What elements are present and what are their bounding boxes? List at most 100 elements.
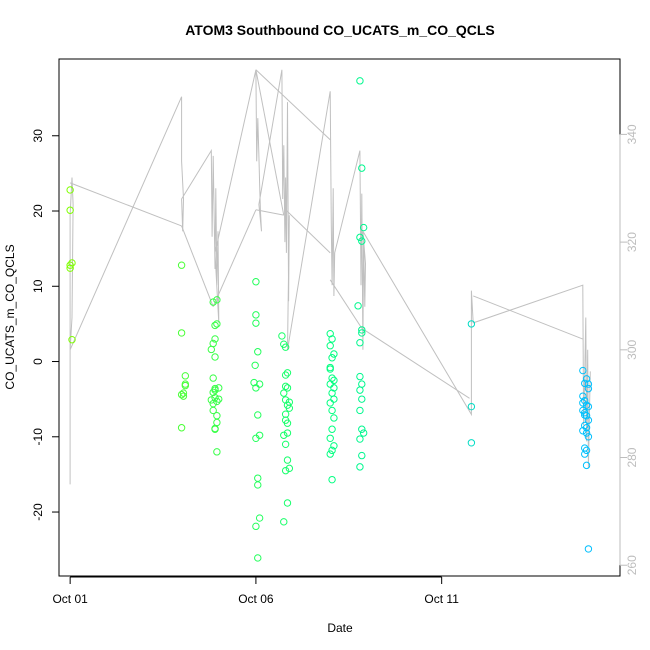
scatter-point [328, 446, 336, 455]
scatter-point [281, 416, 290, 424]
scatter-point [179, 389, 188, 397]
scatter-point [581, 450, 589, 458]
scatter-point [356, 386, 364, 394]
scatter-point [579, 427, 587, 435]
scatter-point [326, 380, 334, 388]
scatter-point [213, 296, 221, 304]
scatter-point [213, 412, 221, 420]
scatter-point [209, 339, 217, 348]
line-connector-3 [255, 209, 284, 216]
scatter-point [66, 186, 74, 194]
scatter-point [326, 342, 334, 350]
scatter-point [254, 481, 262, 489]
scatter-point [177, 329, 186, 337]
scatter-point [281, 382, 290, 391]
y2-tick-label: 300 [625, 339, 639, 359]
scatter-point [281, 440, 290, 449]
line-series [69, 69, 591, 485]
scatter-point [359, 223, 368, 232]
scatter-point [255, 514, 264, 522]
scatter-point [211, 353, 219, 361]
scatter-point [356, 406, 364, 415]
scatter-point [584, 545, 593, 553]
scatter-point [330, 384, 338, 392]
scatter-point [177, 424, 186, 432]
plot-frame [58, 58, 621, 577]
scatter-point [582, 461, 591, 470]
scatter-point [209, 388, 217, 397]
scatter-point [354, 302, 362, 310]
scatter-point [278, 332, 286, 340]
line-connector-8 [361, 327, 470, 399]
scatter-point [68, 259, 76, 267]
scatter-point [207, 345, 216, 354]
scatter-point [215, 384, 223, 392]
scatter-point [251, 361, 259, 369]
scatter-point [281, 343, 290, 351]
scatter-point [285, 398, 294, 406]
scatter-point [177, 261, 186, 269]
scatter-point [326, 450, 334, 458]
chart-title: ATOM3 Southbound CO_UCATS_m_CO_QCLS [185, 22, 495, 38]
scatter-point [358, 380, 366, 388]
scatter-point [584, 402, 593, 411]
line-connector-9 [473, 295, 584, 340]
scatter-point [66, 206, 74, 214]
scatter-point [582, 446, 591, 455]
scatter-point [584, 380, 593, 388]
scatter-point [584, 384, 593, 393]
scatter-point [209, 406, 217, 415]
scatter-point [358, 451, 366, 460]
scatter-point [584, 433, 593, 441]
scatter-point [356, 372, 364, 381]
scatter-point [582, 429, 591, 437]
y-tick-label: 20 [31, 204, 45, 218]
scatter-point [584, 416, 593, 424]
scatter-point [177, 390, 186, 399]
scatter-point [254, 554, 262, 562]
scatter-point [330, 442, 338, 450]
scatter-point [207, 396, 216, 404]
scatter-point [579, 366, 587, 375]
scatter-point [181, 380, 190, 388]
scatter-point [254, 474, 262, 482]
scatter-point [255, 380, 264, 388]
scatter-series [66, 77, 593, 562]
scatter-point [283, 499, 292, 507]
scatter-point [250, 378, 258, 387]
scatter-point [281, 466, 290, 475]
scatter-point [581, 408, 589, 417]
scatter-point [467, 320, 476, 328]
scatter-point [66, 264, 74, 272]
scatter-point [581, 379, 589, 388]
scatter-point [330, 350, 338, 358]
scatter-point [283, 369, 292, 377]
y-tick-label: 10 [31, 279, 45, 293]
line-connector-4 [255, 69, 285, 216]
scatter-point [326, 329, 334, 338]
y2-tick-label: 280 [625, 447, 639, 467]
scatter-point [330, 395, 338, 403]
scatter-point [281, 396, 290, 404]
scatter-point [330, 376, 338, 385]
scatter-point [358, 237, 366, 245]
scatter-point [283, 456, 292, 464]
scatter-point [326, 365, 334, 373]
scatter-point [582, 375, 591, 383]
scatter-point [280, 431, 288, 439]
scatter-point [356, 233, 364, 242]
y-axis-label: CO_UCATS_m_CO_QCLS [3, 244, 17, 389]
y-axis: -20 -10 0 10 20 30 [31, 129, 60, 521]
scatter-point [209, 298, 217, 306]
scatter-point [579, 406, 587, 415]
line-connector-5 [255, 69, 331, 141]
x-axis: Oct 01 Oct 06 Oct 11 [52, 576, 459, 606]
scatter-point [285, 464, 294, 473]
scatter-point [209, 399, 217, 408]
scatter-point [211, 335, 219, 343]
line-connector-1 [181, 225, 214, 307]
line-connector-7 [329, 279, 363, 329]
scatter-point [213, 320, 221, 328]
scatter-point [581, 421, 589, 430]
scatter-point [213, 418, 221, 427]
